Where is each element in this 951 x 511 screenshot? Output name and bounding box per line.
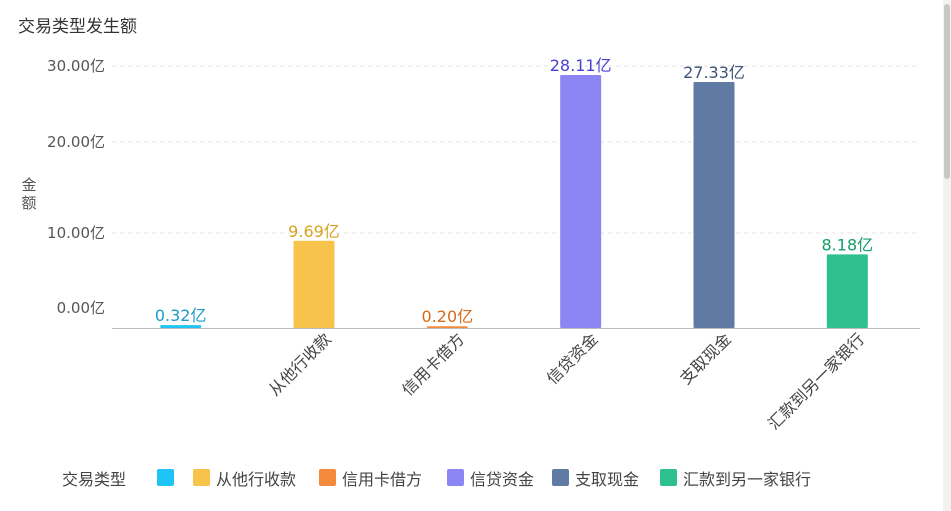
legend-item-label: 支取现金 xyxy=(575,470,639,489)
bar-data-label: 8.18亿 xyxy=(822,235,874,254)
x-tick-label: 信贷资金 xyxy=(543,329,602,388)
x-tick-label: 信用卡借方 xyxy=(398,329,468,399)
legend-swatch xyxy=(552,469,569,486)
y-tick-label: 30.00亿 xyxy=(47,57,105,75)
bar xyxy=(293,240,335,328)
bar xyxy=(160,325,202,328)
bar xyxy=(560,75,602,328)
y-tick-label: 0.00亿 xyxy=(57,299,105,317)
scrollbar-thumb[interactable] xyxy=(944,4,950,179)
legend-swatch xyxy=(319,469,336,486)
bar-data-label: 0.20亿 xyxy=(422,307,474,326)
legend-swatch xyxy=(660,469,677,486)
y-axis-title-char: 金 xyxy=(21,176,36,194)
bar-data-label: 0.32亿 xyxy=(155,306,207,325)
bar-data-label: 27.33亿 xyxy=(683,63,745,82)
chart-title: 交易类型发生额 xyxy=(18,17,137,37)
bar-data-label: 28.11亿 xyxy=(550,56,612,75)
legend-swatch xyxy=(157,469,174,486)
bar xyxy=(693,82,735,328)
y-tick-label: 10.00亿 xyxy=(47,224,105,242)
x-tick-label: 支取现金 xyxy=(676,329,735,388)
legend-item-label: 从他行收款 xyxy=(216,470,296,489)
legend-title: 交易类型 xyxy=(62,470,126,489)
y-axis-title-char: 额 xyxy=(21,194,36,212)
y-tick-label: 20.00亿 xyxy=(47,133,105,151)
legend-item-label: 信贷资金 xyxy=(470,470,534,489)
bar-data-label: 9.69亿 xyxy=(288,222,340,241)
bar xyxy=(426,326,468,328)
x-tick-label: 从他行收款 xyxy=(265,329,335,399)
scrollbar[interactable] xyxy=(943,0,951,511)
legend-swatch xyxy=(193,469,210,486)
x-tick-label: 汇款到另一家银行 xyxy=(764,329,868,433)
legend-swatch xyxy=(447,469,464,486)
legend-item-label: 汇款到另一家银行 xyxy=(683,470,811,489)
legend-item-label: 信用卡借方 xyxy=(342,470,422,489)
bar xyxy=(826,254,868,328)
